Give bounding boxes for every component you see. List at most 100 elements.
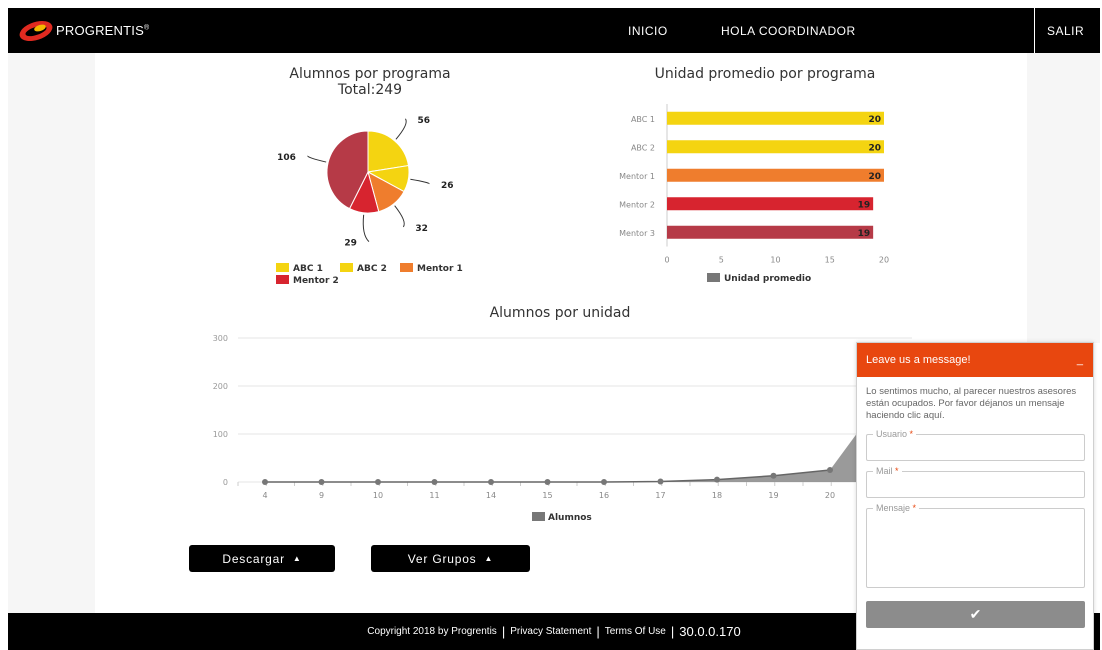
pie-legend-label: ABC 1 [293, 264, 323, 274]
line-y-tick-label: 200 [213, 382, 228, 391]
line-y-tick-label: 300 [213, 334, 228, 343]
minimize-icon[interactable]: _ [1076, 354, 1083, 366]
bar-data-label: 19 [858, 229, 871, 239]
bar-x-tick-label: 0 [664, 256, 669, 265]
bar-mentor-1 [667, 168, 884, 182]
footer-separator: | [596, 624, 600, 639]
bar-abc-2 [667, 140, 884, 154]
progrentis-logo-icon[interactable] [18, 20, 54, 42]
pie-chart-title: Alumnos por programa Total:249 [250, 66, 490, 98]
bar-data-label: 20 [868, 143, 881, 153]
bar-legend-label: Unidad promedio [724, 274, 811, 284]
mail-label: Mail * [873, 466, 902, 476]
line-x-tick-label: 9 [319, 491, 324, 500]
pie-data-label: 29 [344, 239, 357, 249]
data-point [431, 479, 438, 485]
legend-swatch [276, 263, 289, 272]
pie-total-text: Total:249 [337, 82, 403, 98]
bar-category-label: ABC 2 [631, 143, 655, 152]
footer-separator: | [501, 624, 506, 639]
data-point [770, 472, 777, 479]
chat-offline-message[interactable]: Lo sentimos mucho, al parecer nuestros a… [866, 386, 1077, 421]
line-x-tick-label: 11 [429, 491, 439, 500]
bar-mentor-2 [667, 197, 874, 211]
line-x-tick-label: 19 [768, 491, 778, 500]
area-chart: 0 100 200 300 4 9 10 11 14 15 16 17 18 19 20 Alumnos [213, 334, 912, 523]
pie-connector-line [410, 178, 430, 185]
checkmark-icon: ✔ [969, 606, 982, 622]
line-chart-title: Alumnos por unidad [489, 305, 631, 321]
line-x-tick-label: 10 [373, 491, 383, 500]
bar-category-label: Mentor 1 [619, 172, 655, 181]
footer-separator: | [670, 624, 675, 639]
pie-title-text: Alumnos por programa [289, 66, 451, 82]
send-message-button[interactable]: ✔ [866, 601, 1085, 628]
pie-legend-label: Mentor 1 [417, 264, 463, 274]
mensaje-textarea[interactable]: Mensaje * [866, 503, 1085, 588]
pie-data-label: 106 [277, 153, 296, 163]
pie-connector-line [307, 155, 327, 163]
pie-data-label: 56 [417, 116, 430, 126]
mensaje-label: Mensaje * [873, 503, 920, 513]
bar-category-label: Mentor 3 [619, 229, 655, 238]
line-x-tick-label: 4 [262, 491, 267, 500]
right-background-panel [1027, 53, 1100, 343]
nav-logout-link[interactable]: SALIR [1047, 24, 1085, 38]
download-button-label: Descargar [222, 551, 285, 566]
data-point [318, 479, 325, 485]
bar-mentor-3 [667, 225, 874, 239]
required-marker: * [895, 466, 899, 476]
left-background-panel [8, 53, 95, 613]
bar-x-tick-label: 10 [770, 256, 780, 265]
pie-data-label: 32 [415, 224, 428, 234]
footer-terms-link[interactable]: Terms Of Use [604, 626, 666, 637]
area-fill [265, 414, 912, 482]
pie-connector-line [395, 118, 407, 140]
chat-header[interactable]: Leave us a message! _ [857, 343, 1093, 377]
bar-category-label: Mentor 2 [619, 200, 655, 209]
download-dropdown-button[interactable]: Descargar ▲ [189, 545, 335, 572]
data-point [262, 479, 268, 485]
footer-copyright: Copyright 2018 by Progrentis [367, 626, 497, 637]
view-groups-dropdown-button[interactable]: Ver Grupos ▲ [371, 545, 530, 572]
pie-connector-line [362, 214, 370, 243]
line-x-tick-label: 18 [712, 491, 722, 500]
data-point [375, 479, 381, 485]
line-x-tick-label: 15 [542, 491, 552, 500]
mail-field[interactable]: Mail * [866, 466, 1085, 498]
bar-data-label: 19 [858, 200, 871, 210]
footer-version: 30.0.0.170 [679, 624, 741, 639]
nav-user-greeting-link[interactable]: HOLA COORDINADOR [721, 24, 856, 38]
usuario-field[interactable]: Usuario * [866, 429, 1085, 461]
bar-data-label: 20 [868, 115, 881, 125]
legend-swatch [340, 263, 353, 272]
pie-slice-mentor-3 [326, 130, 369, 210]
bar-category-label: ABC 1 [631, 115, 655, 124]
view-groups-button-label: Ver Grupos [407, 551, 477, 566]
caret-up-icon: ▲ [292, 554, 302, 563]
bar-x-tick-label: 15 [825, 256, 835, 265]
legend-swatch [400, 263, 413, 272]
line-y-tick-label: 100 [213, 430, 228, 439]
nav-inicio-link[interactable]: INICIO [628, 24, 668, 38]
brand-name: PROGRENTIS® [56, 23, 150, 38]
legend-swatch [276, 275, 289, 284]
bar-chart: 0 5 10 15 20 ABC 1 20 ABC 2 20 Mentor 1 20 Mentor 2… [619, 104, 889, 284]
usuario-label: Usuario * [873, 429, 917, 439]
legend-swatch [707, 273, 720, 282]
data-point [544, 479, 551, 485]
legend-swatch [532, 512, 545, 521]
data-point [657, 478, 664, 485]
data-point [488, 479, 494, 485]
required-marker: * [912, 503, 917, 513]
bar-abc-1 [667, 111, 884, 125]
bar-data-label: 20 [868, 172, 881, 182]
footer-privacy-link[interactable]: Privacy Statement [510, 626, 592, 637]
pie-legend-label: ABC 2 [357, 264, 387, 274]
pie-slice-abc-1 [367, 130, 410, 173]
data-point [827, 467, 833, 473]
pie-chart: 56 26 32 29 106 ABC 1 ABC 2 Mentor 1 Mentor 2 [276, 116, 463, 286]
top-navigation-bar: PROGRENTIS® INICIO HOLA COORDINADOR SALI… [8, 8, 1100, 53]
chat-widget: Leave us a message! _ Lo sentimos mucho,… [856, 342, 1094, 650]
caret-up-icon: ▲ [484, 554, 494, 563]
